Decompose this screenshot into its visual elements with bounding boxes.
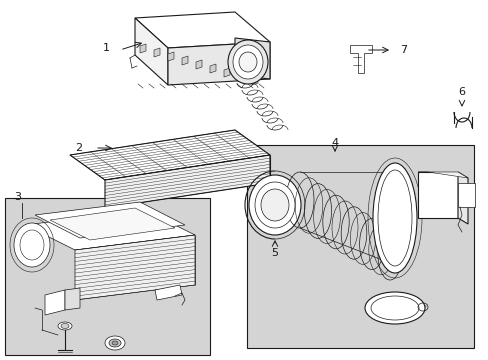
Ellipse shape: [248, 175, 301, 235]
Ellipse shape: [105, 336, 125, 350]
Polygon shape: [209, 64, 216, 73]
Ellipse shape: [239, 52, 257, 72]
Polygon shape: [235, 38, 269, 79]
Polygon shape: [45, 290, 65, 315]
Ellipse shape: [109, 339, 121, 347]
Polygon shape: [246, 145, 473, 348]
Text: 4: 4: [331, 138, 338, 148]
Ellipse shape: [58, 322, 72, 330]
Ellipse shape: [370, 296, 418, 320]
Polygon shape: [50, 208, 175, 240]
Text: 2: 2: [75, 143, 82, 153]
Polygon shape: [457, 183, 474, 207]
Ellipse shape: [254, 182, 294, 228]
Ellipse shape: [227, 40, 267, 84]
Polygon shape: [224, 68, 229, 77]
Polygon shape: [75, 235, 195, 300]
Ellipse shape: [377, 170, 411, 266]
Polygon shape: [196, 60, 202, 69]
Polygon shape: [182, 56, 187, 65]
Ellipse shape: [261, 189, 288, 221]
Text: 7: 7: [399, 45, 407, 55]
Ellipse shape: [232, 45, 263, 79]
Polygon shape: [417, 172, 457, 218]
Polygon shape: [25, 210, 195, 250]
Text: 5: 5: [271, 248, 278, 258]
Polygon shape: [105, 155, 269, 208]
Text: 3: 3: [14, 192, 21, 202]
Polygon shape: [417, 172, 467, 178]
Text: 6: 6: [458, 87, 465, 97]
Polygon shape: [140, 44, 146, 53]
Polygon shape: [154, 48, 160, 57]
Ellipse shape: [14, 223, 50, 267]
Ellipse shape: [364, 292, 424, 324]
Polygon shape: [168, 52, 174, 61]
Polygon shape: [135, 18, 168, 85]
Polygon shape: [349, 45, 371, 73]
Polygon shape: [65, 288, 80, 310]
Ellipse shape: [61, 324, 69, 328]
Polygon shape: [457, 172, 467, 224]
Polygon shape: [168, 42, 269, 85]
Polygon shape: [70, 130, 269, 180]
Polygon shape: [155, 285, 182, 300]
Ellipse shape: [372, 163, 416, 273]
Ellipse shape: [112, 341, 118, 345]
Ellipse shape: [20, 230, 44, 260]
Text: 1: 1: [103, 43, 110, 53]
Polygon shape: [35, 202, 184, 238]
Polygon shape: [251, 76, 258, 85]
Polygon shape: [238, 72, 244, 81]
Polygon shape: [135, 12, 269, 48]
Polygon shape: [5, 198, 209, 355]
